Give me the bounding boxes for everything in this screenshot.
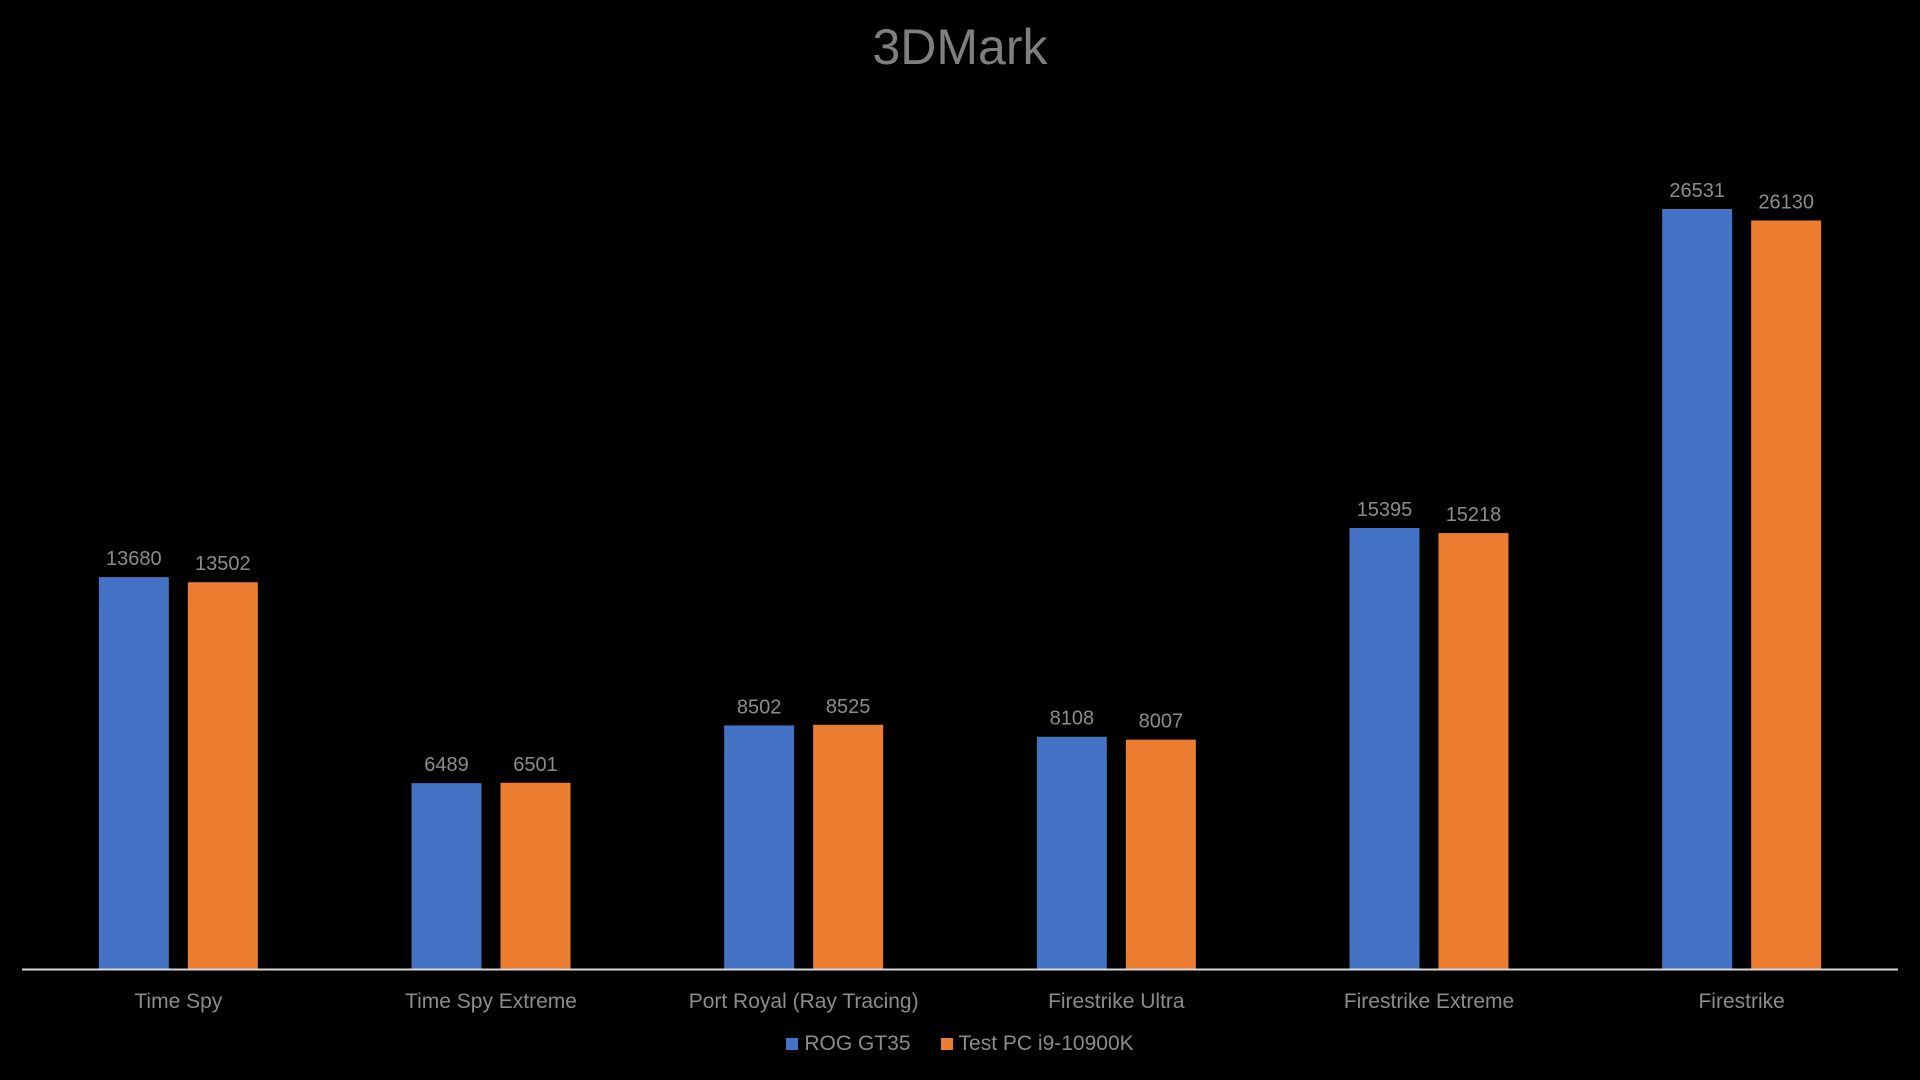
legend-label-series-1: ROG GT35 [804,1032,911,1055]
category-label-1: Time Spy [134,990,222,1013]
bar-2-1 [187,582,258,969]
bar-1-3 [724,725,795,969]
category-label-4: Firestrike Ultra [1048,990,1185,1013]
legend-swatch-series-2 [940,1038,953,1050]
category-label-2: Time Spy Extreme [405,990,577,1013]
bar-2-5 [1438,533,1509,969]
legend-item-series-2: Test PC i9-10900K [940,1032,1134,1056]
bar-1-5 [1349,527,1420,969]
legend: ROG GT35 Test PC i9-10900K [0,1032,1920,1056]
bar-2-2 [500,782,571,969]
bar-2-3 [813,724,884,969]
data-label-2-4: 8007 [1139,711,1184,733]
data-label-2-1: 13502 [195,553,251,575]
data-label-1-1: 13680 [106,548,162,570]
legend-swatch-series-1 [786,1038,799,1050]
data-label-1-3: 8502 [737,696,782,718]
bar-2-4 [1125,739,1196,969]
data-label-1-6: 26531 [1669,180,1725,202]
data-label-1-4: 8108 [1050,708,1095,730]
data-label-1-5: 15395 [1357,499,1413,521]
legend-item-series-1: ROG GT35 [786,1032,911,1056]
data-label-2-2: 6501 [513,754,558,776]
data-label-2-5: 15218 [1446,504,1502,526]
data-label-2-3: 8525 [826,696,871,718]
category-label-5: Firestrike Extreme [1344,990,1514,1013]
bar-1-6 [1662,209,1733,969]
bar-1-2 [411,783,482,969]
bar-1-4 [1036,736,1107,969]
category-label-6: Firestrike [1698,990,1784,1013]
category-label-3: Port Royal (Ray Tracing) [689,990,919,1013]
legend-label-series-2: Test PC i9-10900K [958,1032,1134,1055]
bar-2-6 [1751,220,1822,969]
data-label-1-2: 6489 [424,754,469,776]
data-label-2-6: 26130 [1758,191,1814,213]
chart-title: 3DMark [872,19,1048,75]
bar-1-1 [98,577,169,969]
